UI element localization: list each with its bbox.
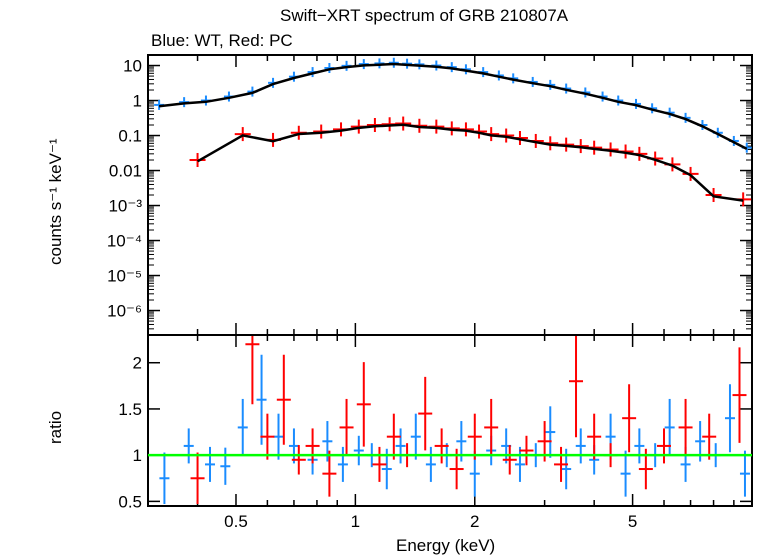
- chart-subtitle: Blue: WT, Red: PC: [151, 31, 293, 50]
- chart-title: Swift−XRT spectrum of GRB 210807A: [280, 6, 569, 25]
- ratio-y-tick-label: 1: [133, 446, 142, 465]
- x-axis-label: Energy (keV): [396, 536, 496, 555]
- spectrum-panel: 10 1 0.1 0.01 10⁻³ 10⁻⁴ 10⁻⁵ 10⁻⁶: [107, 54, 753, 336]
- x-tick-label: 5: [628, 512, 637, 531]
- x-tick-label: 0.5: [224, 512, 248, 531]
- spectrum-y-tick-label: 10⁻⁵: [107, 267, 142, 286]
- spectrum-y-tick-label: 1: [133, 92, 142, 111]
- ratio-y-tick-label: 2: [133, 354, 142, 373]
- model-curve-wt: [158, 62, 748, 151]
- spectrum-y-tick-label: 10: [123, 57, 142, 76]
- ratio-y-tick-label: 1.5: [118, 400, 142, 419]
- ratio-panel: 0.5 1 2 5 0.5 1 1.5 2: [118, 334, 753, 531]
- ratio-frame: [147, 334, 753, 507]
- ratio-y-tick-label: 0.5: [118, 492, 142, 511]
- spectrum-y-tick-label: 0.01: [109, 162, 142, 181]
- spectrum-y-tick-label: 0.1: [118, 127, 142, 146]
- spectrum-y-tick-label: 10⁻⁶: [107, 302, 142, 321]
- spectrum-y-tick-label: 10⁻⁴: [107, 232, 142, 251]
- x-tick-label: 1: [351, 512, 360, 531]
- x-tick-label: 2: [470, 512, 479, 531]
- model-curve-pc: [196, 123, 744, 202]
- spectrum-y-axis-label: counts s⁻¹ keV⁻¹: [46, 138, 65, 265]
- ratio-y-axis-label: ratio: [46, 410, 65, 444]
- spectrum-y-tick-label: 10⁻³: [108, 197, 142, 216]
